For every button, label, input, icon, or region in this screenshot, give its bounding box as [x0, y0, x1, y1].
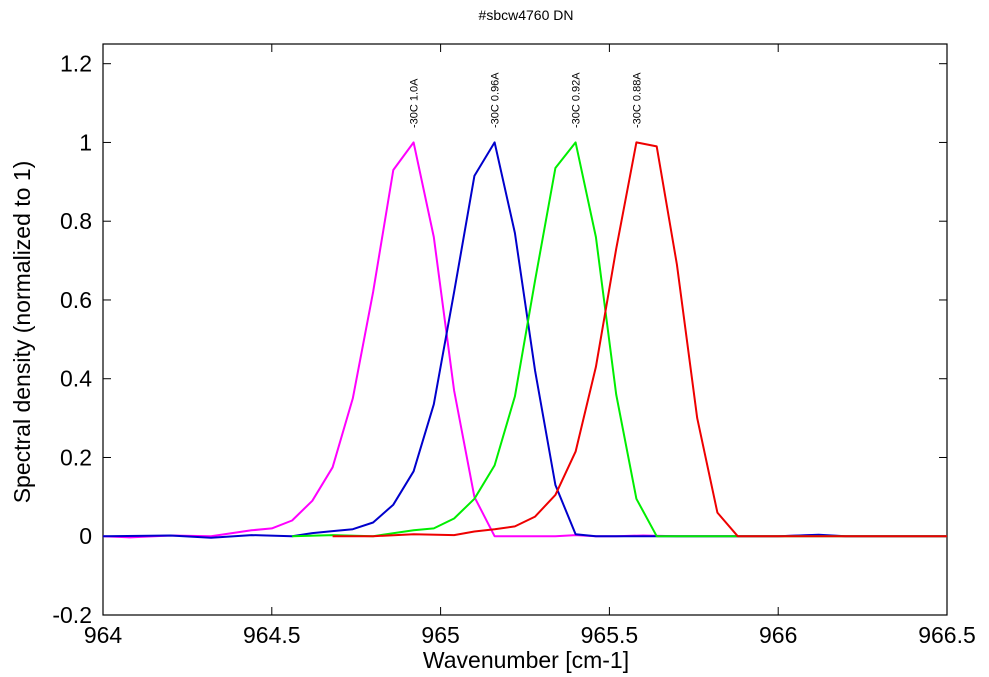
y-tick-label: 0 [79, 523, 92, 549]
plot-area [102, 43, 948, 616]
y-tick-label: 0.6 [60, 287, 92, 313]
series-line [332, 141, 947, 538]
y-tick-label: -0.2 [52, 602, 92, 628]
y-axis-label: Spectral density (normalized to 1) [9, 161, 35, 504]
plot-frame [102, 43, 948, 616]
series-line [292, 141, 947, 538]
x-tick-label: 966.5 [918, 622, 976, 648]
y-axis-ticks: -0.2 0 0.2 0.4 0.6 0.8 1 1.2 [52, 51, 947, 628]
series-label: -30C 0.88A [631, 72, 643, 128]
x-tick-label: 965.5 [581, 622, 639, 648]
y-tick-label: 0.8 [60, 208, 92, 234]
series-label: -30C 1.0A [409, 78, 421, 128]
chart-title: #sbcw4760 DN [479, 7, 574, 23]
series-label: -30C 0.92A [571, 72, 583, 128]
y-tick-label: 0.2 [60, 444, 92, 470]
y-tick-label: 1 [79, 129, 92, 155]
x-tick-label: 964 [84, 622, 123, 648]
x-tick-label: 966 [759, 622, 797, 648]
x-axis-label: Wavenumber [cm-1] [423, 647, 629, 673]
x-tick-label: 965 [421, 622, 459, 648]
y-tick-label: 1.2 [60, 51, 92, 77]
x-axis-ticks: 964 964.5 965 965.5 966 966.5 [84, 44, 976, 648]
x-tick-label: 964.5 [243, 622, 301, 648]
peak-labels: -30C 1.0A -30C 0.96A -30C 0.92A -30C 0.88A [409, 72, 644, 128]
series-layer [102, 141, 947, 539]
y-tick-label: 0.4 [60, 366, 92, 392]
series-label: -30C 0.96A [490, 72, 502, 128]
